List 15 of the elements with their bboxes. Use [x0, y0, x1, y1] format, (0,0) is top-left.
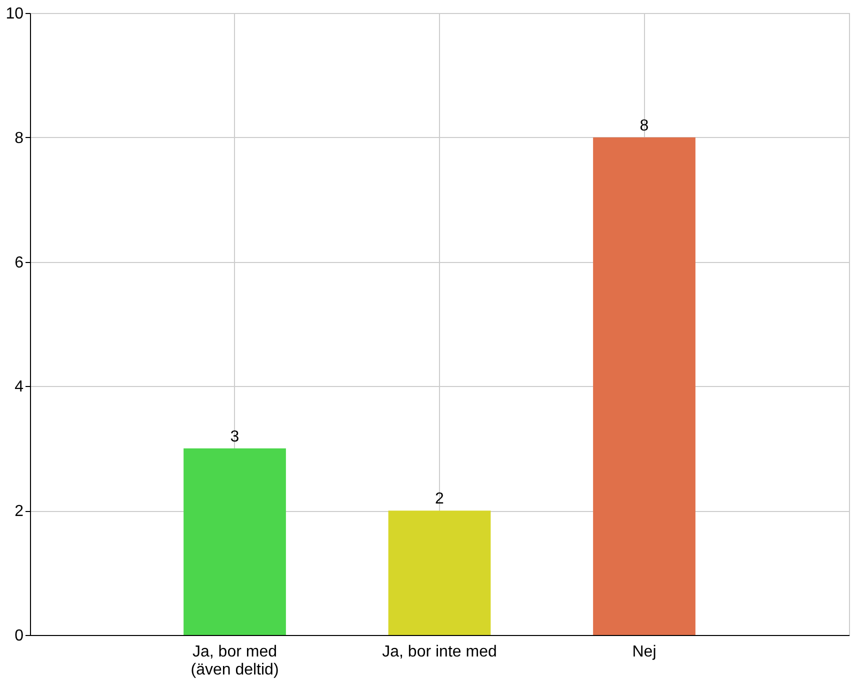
data-label: 2	[435, 490, 444, 508]
y-tick-label: 0	[14, 628, 24, 644]
data-label: 8	[640, 117, 649, 134]
y-tick-label: 8	[14, 130, 24, 147]
bar	[184, 448, 286, 635]
y-tick-label: 10	[6, 6, 24, 22]
x-tick-label: Nej	[632, 644, 656, 660]
y-tick-label: 4	[14, 378, 24, 396]
x-tick-label: Ja, bor inte med	[382, 644, 497, 660]
y-tick-label: 6	[14, 254, 24, 272]
data-label: 3	[230, 428, 240, 446]
bar	[388, 510, 491, 635]
x-tick-label: Ja, bor med (även deltid)	[190, 644, 279, 678]
bar	[593, 137, 696, 635]
y-tick-label: 2	[14, 503, 24, 520]
